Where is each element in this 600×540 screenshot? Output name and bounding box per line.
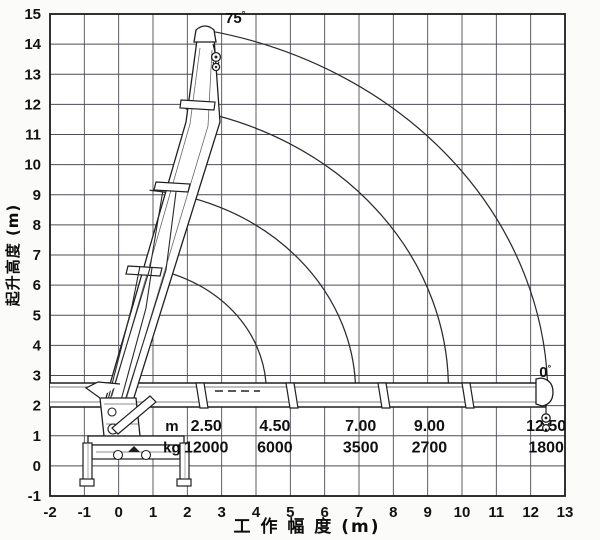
y-tick-label: 3 [33,368,41,385]
x-tick-label: 8 [389,504,397,521]
load-capacity-table: m kg 2.50 12000 4.50 6000 7.00 3500 9.00 2700 12.5… [163,418,566,456]
y-axis-title: 起升高度 (m) [4,204,22,308]
y-tick-label: 5 [33,307,41,324]
y-tick-label: 4 [33,337,42,354]
x-tick-label: 5 [286,504,294,521]
crane-turret [84,381,141,437]
y-tick-label: 14 [24,36,41,53]
table-capacity-value: 12000 [184,439,229,456]
x-tick-label: 6 [320,504,328,521]
table-radius-value: 4.50 [259,418,290,435]
outriggers [79,442,192,487]
table-unit-m: m [165,418,178,435]
y-tick-label: 10 [24,157,41,174]
y-tick-label: 15 [24,6,41,23]
boom-tip-head-0deg [535,377,554,433]
table-radius-value: 9.00 [414,418,445,435]
x-tick-label: 9 [423,504,431,521]
table-capacity-value: 6000 [257,439,293,456]
x-tick-label: -2 [43,504,56,521]
plot-border [49,13,566,497]
y-tick-label: 12 [24,96,41,113]
table-unit-kg: kg [163,439,181,456]
x-tick-label: 10 [454,504,471,521]
x-tick-label: 3 [217,504,225,521]
x-axis-title: 工 作 幅 度 (m) [234,516,381,537]
arc-boom-arc-2 [149,189,357,397]
y-tick-label: 8 [33,217,41,234]
table-radius-value: 12.50 [526,418,566,435]
y-tick-label: 2 [33,398,41,415]
arc-boom-arc-3 [185,108,449,397]
y-tick-label: 7 [33,247,41,264]
y-tick-label: 11 [25,127,41,144]
x-tick-label: -1 [78,504,91,521]
table-radius-value: 2.50 [191,418,222,435]
boom-radius-arcs [137,29,549,397]
x-tick-labels: -2 -1 0 1 2 3 4 5 6 7 8 9 10 11 12 13 [43,504,573,521]
y-tick-label: -1 [28,488,41,505]
table-capacity-value: 2700 [412,439,448,456]
max-boom-angle-label: 75° [225,9,246,27]
x-tick-label: 13 [557,504,574,521]
x-tick-label: 0 [114,504,122,521]
boom-intermediate-positions [107,189,177,405]
y-tick-label: 0 [33,458,41,475]
x-tick-label: 4 [252,504,261,521]
y-tick-label: 6 [33,277,41,294]
hook-block-75deg [210,43,222,72]
x-tick-label: 2 [183,504,191,521]
y-tick-label: 13 [24,66,41,83]
y-tick-label: 9 [33,187,41,204]
table-capacity-value: 1800 [528,439,564,456]
x-tick-label: 7 [355,504,363,521]
x-tick-label: 1 [149,504,157,521]
arc-boom-arc-4 [207,29,549,397]
x-tick-label: 11 [488,504,504,521]
table-radius-value: 7.00 [345,418,376,435]
crane-illustration [50,25,554,487]
lift-cylinder [111,395,157,435]
x-tick-label: 12 [522,504,539,521]
table-capacity-value: 3500 [343,439,379,456]
truck-subframe [87,435,185,461]
y-tick-label: 1 [33,428,41,445]
